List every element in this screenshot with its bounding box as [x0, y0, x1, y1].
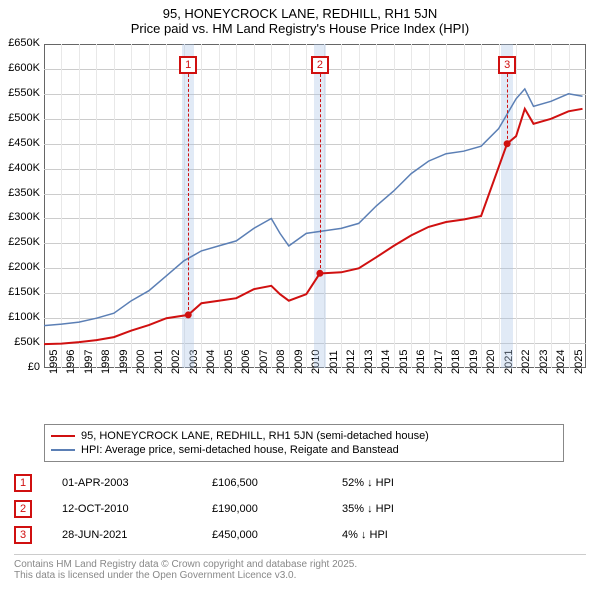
legend-swatch-hpi [51, 449, 75, 451]
sale-price: £450,000 [212, 529, 342, 541]
callout-box: 2 [311, 56, 329, 74]
sale-date: 01-APR-2003 [62, 477, 212, 489]
sale-number-box: 3 [14, 526, 32, 544]
callout-box: 3 [498, 56, 516, 74]
sale-number-box: 1 [14, 474, 32, 492]
chart-lines [0, 38, 600, 418]
legend-row: HPI: Average price, semi-detached house,… [51, 443, 557, 457]
title-block: 95, HONEYCROCK LANE, REDHILL, RH1 5JN Pr… [0, 0, 600, 38]
callout-line [320, 74, 321, 273]
footer-line1: Contains HM Land Registry data © Crown c… [14, 559, 586, 570]
series-property [44, 109, 583, 344]
sale-row: 3 28-JUN-2021 £450,000 4% ↓ HPI [14, 522, 586, 548]
legend-row: 95, HONEYCROCK LANE, REDHILL, RH1 5JN (s… [51, 429, 557, 443]
callout-line [507, 74, 508, 144]
chart-area: £0£50K£100K£150K£200K£250K£300K£350K£400… [0, 38, 600, 418]
sales-table: 1 01-APR-2003 £106,500 52% ↓ HPI 2 12-OC… [14, 470, 586, 548]
callout-box: 1 [179, 56, 197, 74]
chart-container: 95, HONEYCROCK LANE, REDHILL, RH1 5JN Pr… [0, 0, 600, 585]
footer-line2: This data is licensed under the Open Gov… [14, 570, 586, 581]
legend-swatch-property [51, 435, 75, 437]
sale-date: 28-JUN-2021 [62, 529, 212, 541]
footer: Contains HM Land Registry data © Crown c… [14, 554, 586, 585]
sale-diff: 4% ↓ HPI [342, 529, 586, 541]
series-hpi [44, 89, 583, 326]
title-line1: 95, HONEYCROCK LANE, REDHILL, RH1 5JN [0, 6, 600, 21]
callout-line [188, 74, 189, 315]
title-line2: Price paid vs. HM Land Registry's House … [0, 21, 600, 36]
sale-diff: 35% ↓ HPI [342, 503, 586, 515]
sale-price: £190,000 [212, 503, 342, 515]
sale-price: £106,500 [212, 477, 342, 489]
sale-date: 12-OCT-2010 [62, 503, 212, 515]
sale-row: 2 12-OCT-2010 £190,000 35% ↓ HPI [14, 496, 586, 522]
legend-label-property: 95, HONEYCROCK LANE, REDHILL, RH1 5JN (s… [81, 430, 429, 442]
legend-label-hpi: HPI: Average price, semi-detached house,… [81, 444, 399, 456]
sale-number-box: 2 [14, 500, 32, 518]
sale-diff: 52% ↓ HPI [342, 477, 586, 489]
sale-row: 1 01-APR-2003 £106,500 52% ↓ HPI [14, 470, 586, 496]
legend: 95, HONEYCROCK LANE, REDHILL, RH1 5JN (s… [44, 424, 564, 462]
